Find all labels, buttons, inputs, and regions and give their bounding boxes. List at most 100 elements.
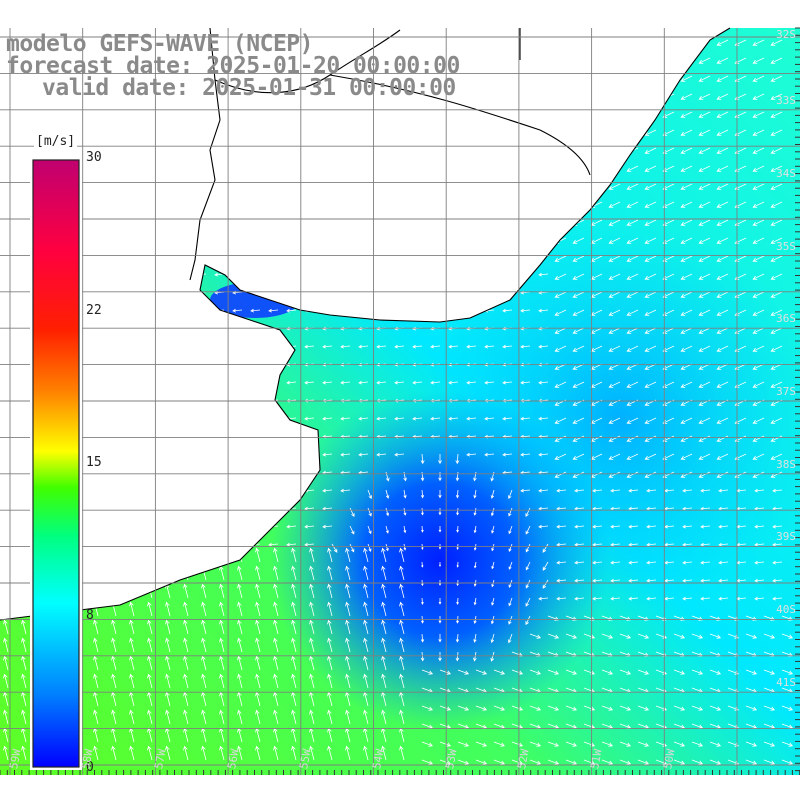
wind-vector-arrow [698, 93, 711, 100]
wind-vector-arrow [664, 488, 675, 493]
wind-vector-arrow [160, 542, 171, 547]
wind-vector-arrow [572, 165, 585, 172]
wind-vector-arrow [511, 705, 524, 711]
wind-vector-arrow [160, 218, 171, 223]
wind-vector-arrow [250, 128, 261, 133]
wind-vector-arrow [304, 380, 315, 385]
wind-vector-arrow [106, 128, 117, 133]
wind-vector-arrow [574, 524, 585, 529]
wind-vector-arrow [619, 723, 632, 729]
wind-vector-arrow [214, 506, 225, 511]
wind-vector-arrow [572, 345, 585, 352]
wind-vector-arrow [716, 327, 729, 334]
wind-vector-arrow [572, 201, 585, 208]
wind-vector-arrow [473, 651, 477, 662]
wind-vector-arrow [572, 75, 585, 82]
wind-vector-arrow [520, 416, 531, 421]
wind-vector-arrow [430, 200, 441, 205]
wind-vector-arrow [286, 182, 297, 187]
wind-vector-arrow [21, 673, 27, 689]
colorbar-tick-0: 0 [86, 760, 94, 775]
wind-vector-arrow [608, 165, 621, 172]
wind-vector-arrow [0, 344, 9, 349]
wind-vector-arrow [770, 471, 783, 478]
wind-vector-arrow [644, 111, 657, 118]
frame-ticks [0, 27, 800, 775]
wind-vector-arrow [394, 146, 405, 151]
wind-vector-arrow [520, 218, 531, 223]
wind-vector-arrow [147, 709, 153, 725]
wind-vector-arrow [394, 200, 405, 205]
wind-vector-arrow [572, 273, 585, 280]
wind-vector-arrow [772, 542, 783, 547]
wind-vector-arrow [680, 381, 693, 388]
wind-vector-arrow [88, 272, 99, 277]
wind-vector-arrow [111, 637, 117, 653]
wind-vector-arrow [646, 524, 657, 529]
wind-vector-arrow [349, 543, 355, 553]
wind-vector-arrow [322, 452, 333, 457]
wind-vector-arrow [142, 380, 153, 385]
wind-vector-arrow [673, 723, 686, 729]
wind-vector-arrow [304, 542, 315, 547]
wind-vector-arrow [88, 506, 99, 511]
wind-vector-arrow [718, 506, 729, 511]
wind-vector-arrow [291, 601, 297, 617]
wind-vector-arrow [21, 619, 27, 635]
wind-vector-arrow [160, 488, 171, 493]
wind-vector-arrow [466, 416, 477, 421]
wind-vector-arrow [572, 471, 585, 478]
wind-vector-arrow [574, 578, 585, 583]
wind-vector-arrow [763, 633, 776, 639]
wind-vector-arrow [752, 57, 765, 64]
wind-vector-arrow [529, 723, 542, 729]
wind-vector-arrow [466, 74, 477, 79]
wind-vector-arrow [124, 344, 135, 349]
wind-vector-arrow [358, 128, 369, 133]
wind-vector-arrow [456, 525, 459, 533]
wind-vector-arrow [466, 272, 477, 277]
wind-vector-arrow [716, 453, 729, 460]
wind-vector-arrow [709, 723, 722, 729]
wind-vector-arrow [201, 619, 207, 635]
wind-vector-arrow [421, 561, 424, 568]
wind-vector-arrow [214, 380, 225, 385]
wind-vector-arrow [16, 506, 27, 511]
wind-vector-arrow [664, 524, 675, 529]
wind-vector-arrow [421, 741, 434, 747]
wind-vector-arrow [644, 237, 657, 244]
wind-vector-arrow [484, 452, 495, 457]
wind-vector-arrow [363, 655, 369, 671]
wind-vector-arrow [88, 416, 99, 421]
wind-vector-arrow [268, 506, 279, 511]
wind-vector-arrow [520, 236, 531, 241]
wind-vector-arrow [473, 597, 477, 606]
wind-vector-arrow [644, 273, 657, 280]
wind-vector-arrow [538, 92, 549, 97]
wind-vector-arrow [0, 542, 9, 547]
wind-vector-arrow [475, 759, 488, 765]
wind-vector-arrow [268, 164, 279, 169]
wind-vector-arrow [592, 542, 603, 547]
wind-vector-arrow [475, 741, 488, 747]
wind-vector-arrow [201, 547, 207, 563]
wind-vector-arrow [16, 380, 27, 385]
wind-vector-arrow [709, 633, 722, 639]
wind-vector-arrow [538, 380, 549, 385]
wind-vector-arrow [219, 709, 225, 725]
wind-vector-arrow [592, 488, 603, 493]
wind-vector-arrow [111, 547, 117, 563]
wind-vector-arrow [376, 236, 387, 241]
wind-vector-arrow [455, 453, 460, 465]
wind-vector-arrow [93, 709, 99, 725]
wind-vector-arrow [698, 183, 711, 190]
wind-vector-arrow [322, 38, 333, 43]
wind-vector-arrow [124, 164, 135, 169]
wind-vector-arrow [16, 308, 27, 313]
wind-vector-arrow [698, 417, 711, 424]
wind-vector-arrow [304, 506, 315, 511]
wind-vector-arrow [385, 525, 389, 534]
wind-vector-arrow [412, 272, 423, 277]
wind-vector-arrow [363, 547, 369, 563]
wind-vector-arrow [680, 453, 693, 460]
